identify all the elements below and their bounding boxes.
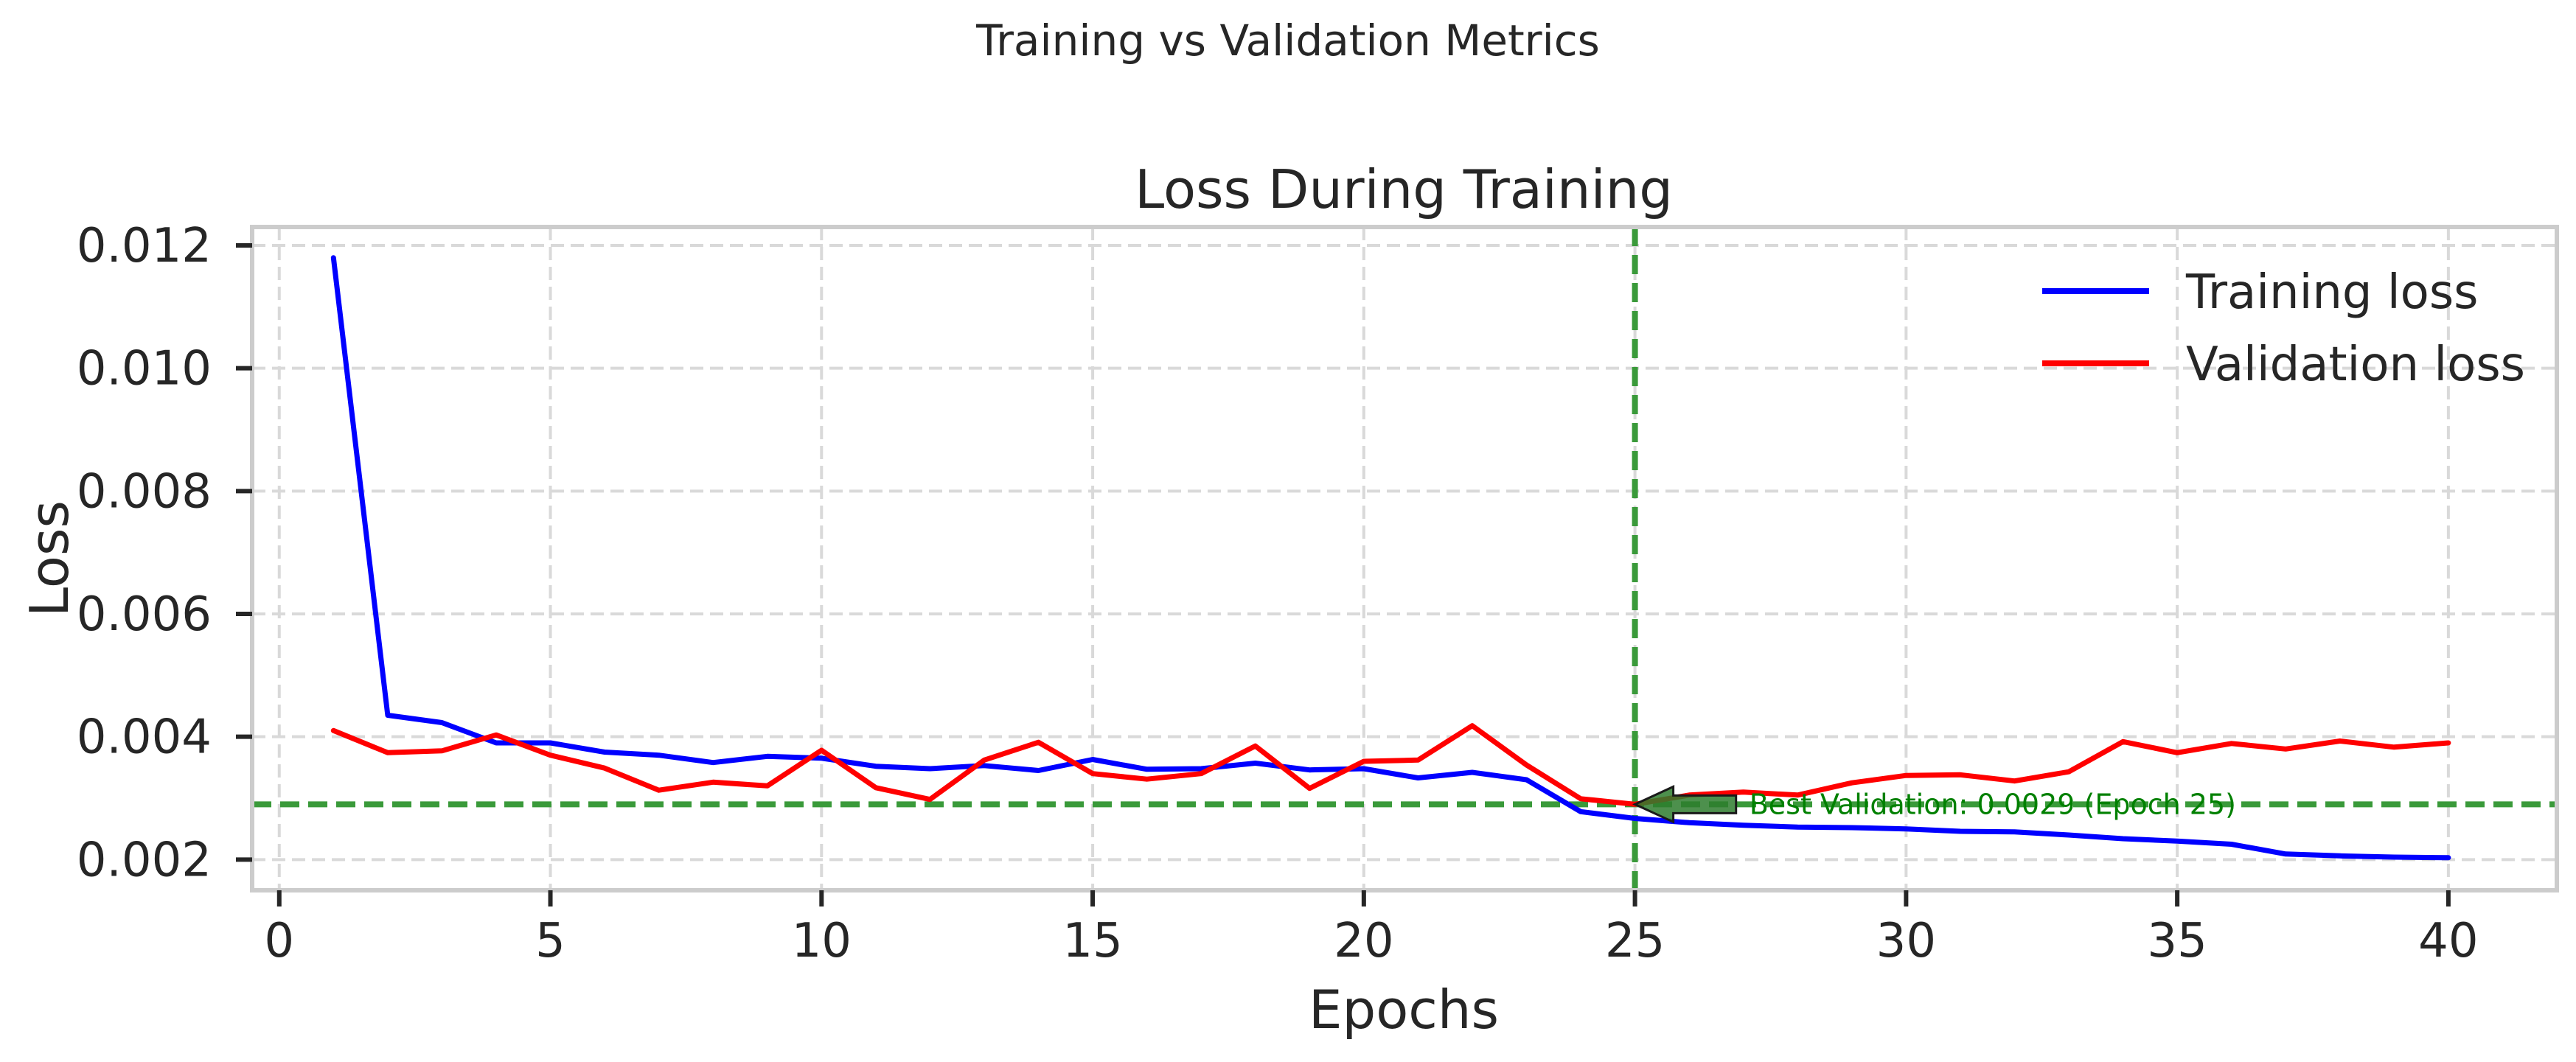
y-tick-label: 0.004 xyxy=(77,710,212,765)
legend-label-training: Training loss xyxy=(2185,265,2479,320)
x-tick-label: 25 xyxy=(1605,914,1665,968)
figure-suptitle: Training vs Validation Metrics xyxy=(975,15,1600,66)
grid xyxy=(252,227,2557,890)
annotation-text: Best Validation: 0.0029 (Epoch 25) xyxy=(1750,788,2236,820)
plot-frame xyxy=(250,225,2559,892)
x-tick-label: 40 xyxy=(2418,914,2478,968)
x-axis-ticks: 0 5 10 15 20 25 30 35 40 xyxy=(264,890,2479,968)
y-axis-ticks: 0.002 0.004 0.006 0.008 0.010 0.012 xyxy=(77,219,252,887)
chart-title: Loss During Training xyxy=(1135,158,1673,220)
series-lines xyxy=(330,255,2451,861)
series-line-validation xyxy=(330,723,2451,807)
y-tick-label: 0.002 xyxy=(77,833,212,887)
x-tick-label: 15 xyxy=(1062,914,1122,968)
x-tick-label: 30 xyxy=(1876,914,1936,968)
annotation: Best Validation: 0.0029 (Epoch 25) xyxy=(1632,784,2236,824)
series-line-training xyxy=(330,255,2451,861)
y-tick-label: 0.008 xyxy=(77,464,212,519)
x-axis-label: Epochs xyxy=(1309,979,1499,1041)
y-tick-label: 0.010 xyxy=(77,342,212,396)
x-tick-label: 10 xyxy=(792,914,852,968)
x-tick-label: 20 xyxy=(1334,914,1393,968)
y-tick-label: 0.006 xyxy=(77,587,212,642)
x-tick-label: 0 xyxy=(264,914,294,968)
legend-label-validation: Validation loss xyxy=(2186,338,2525,392)
reference-lines xyxy=(252,227,2557,890)
x-tick-label: 35 xyxy=(2147,914,2207,968)
legend: Training loss Validation loss xyxy=(2042,265,2525,392)
y-axis-label: Loss xyxy=(18,500,80,617)
x-tick-label: 5 xyxy=(535,914,565,968)
y-tick-label: 0.012 xyxy=(77,219,212,273)
annotation-arrow xyxy=(1632,784,1738,824)
